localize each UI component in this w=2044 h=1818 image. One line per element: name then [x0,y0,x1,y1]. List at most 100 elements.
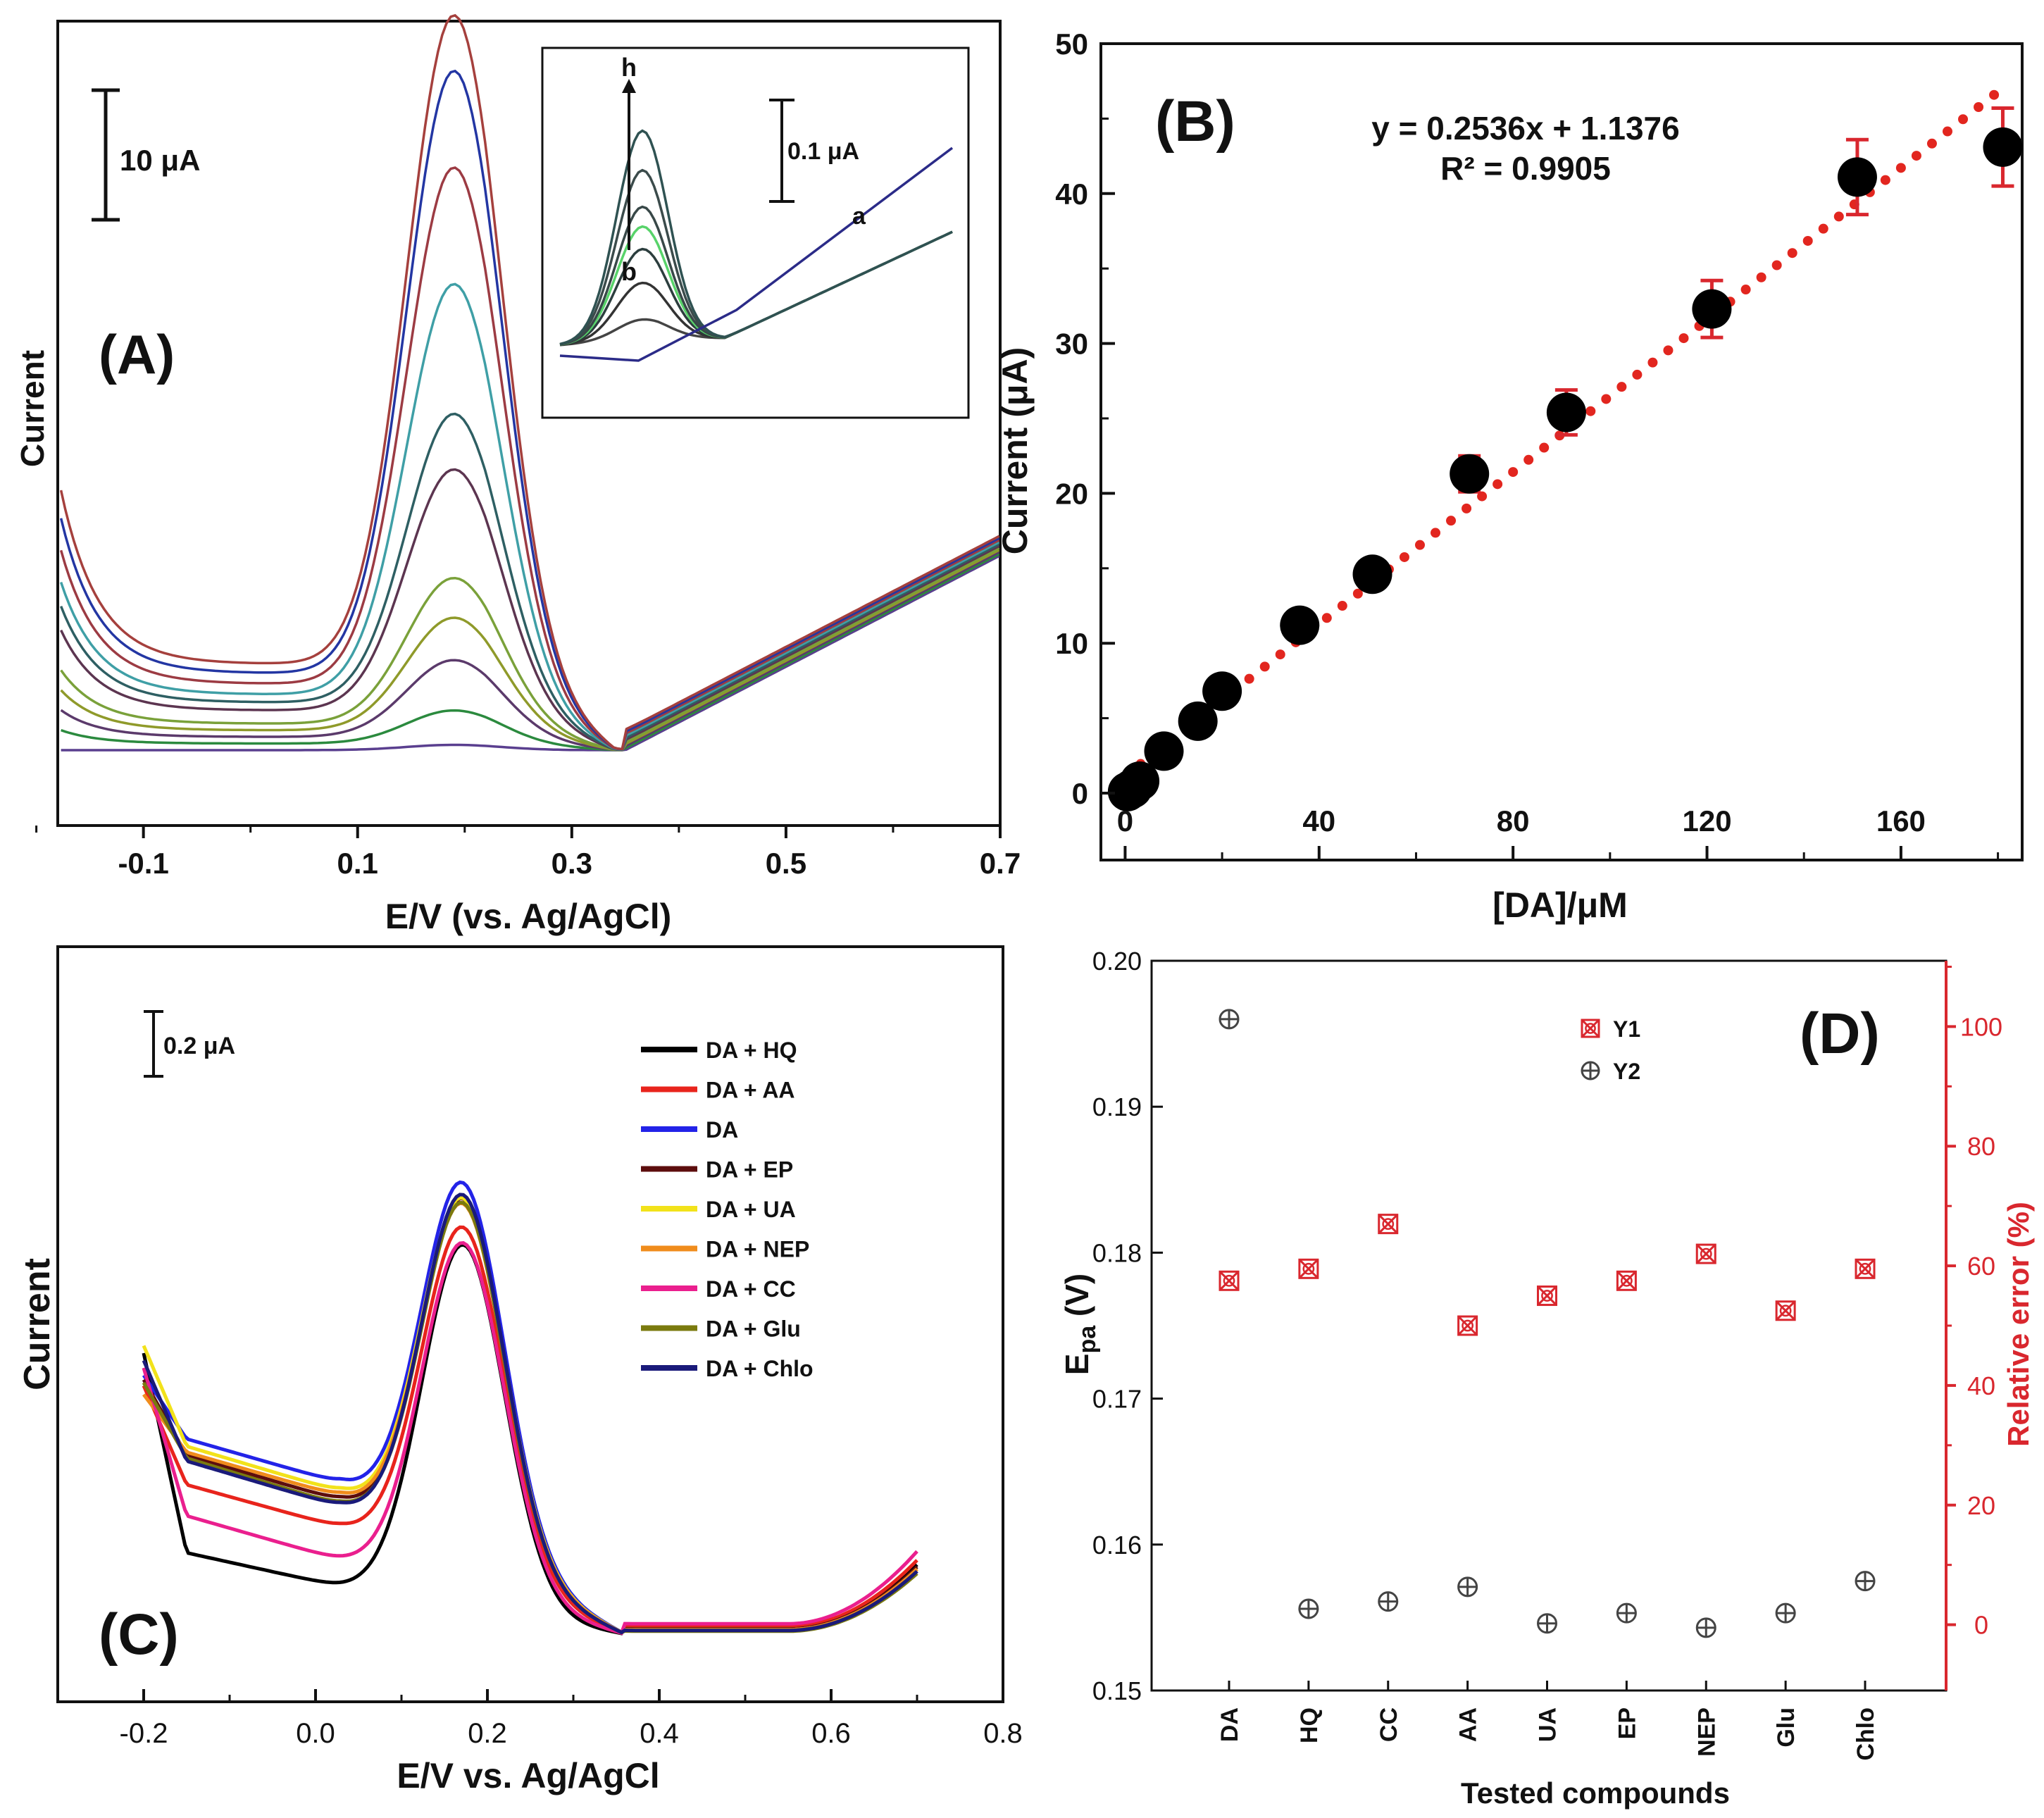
y1-marker-cross [1298,1259,1319,1279]
y1-marker-cross [1457,1315,1478,1336]
panel-c-frame [56,945,1004,1703]
panel-b-fit-dot [1539,442,1550,453]
panel-a-curve-d [60,549,1000,752]
panel-b-y-tick-label: 20 [1055,477,1088,510]
panel-d-x-tick-label: Chlo [1852,1707,1879,1761]
panel-d-legend-y1-label: Y1 [1613,1016,1640,1042]
panel-d-y1-point [1219,1270,1240,1291]
panel-a-curve-j [59,69,1000,751]
inset-scale-bar [769,99,794,203]
panel-b-x-label: [DA]/μM [1493,885,1628,925]
panel-d-legend-y2-label: Y2 [1613,1059,1640,1084]
y1-marker-cross [1616,1271,1637,1291]
panel-a-curve-g [59,412,1000,752]
panel-b-fit-dot [1352,588,1363,599]
panel-a-curves [59,13,1000,752]
panel-b-fit-dot [1678,333,1689,344]
panel-d-y1-point [1378,1214,1399,1235]
panel-b-fit-dot [1880,175,1890,185]
y1-marker-cross [1219,1271,1240,1291]
panel-d-y2-tick-label: 100 [1960,1012,2002,1041]
panel-b-x-tick-label: 120 [1682,804,1731,838]
panel-c-curves [142,1180,918,1636]
panel-c-x-ticks: -0.2 0.0 0.2 0.4 0.6 0.8 [120,1689,1023,1749]
panel-d-y-label-main: E [1059,1354,1095,1376]
panel-d-legend-y1-marker [1581,1019,1600,1038]
panel-d-x-tick-label: EP [1614,1707,1640,1739]
panel-b-fit-dot [1771,260,1782,270]
inset-curves [559,129,954,362]
panel-d-x-tick-label: AA [1455,1707,1482,1742]
panel-a-y-label: Current [14,350,51,467]
panel-c-legend-label: DA + Chlo [706,1356,814,1381]
y1-marker-ring [1462,1319,1474,1332]
panel-d-x-label: Tested compounds [1461,1776,1730,1810]
panel-b-fit-dot [1399,552,1409,562]
panel-a-curve-i [59,166,1000,751]
panel-c-scale-bar [144,1010,163,1078]
panel-b-fit-dot [1275,649,1285,660]
panel-d-y2-point [1298,1598,1319,1619]
y1-marker-box [1219,1270,1240,1291]
panel-d-x-tick-label: NEP [1693,1707,1720,1757]
panel-d-y1-point [1695,1243,1716,1264]
panel-b-fit-dot [1942,126,1952,137]
panel-d-x-tick-label: UA [1535,1707,1562,1742]
y1-marker-box [1616,1270,1637,1291]
panel-b-fit-dot [1911,151,1921,161]
panel-c-x-tick-label: 0.0 [296,1718,335,1749]
panel-b-fit-dot [1414,540,1425,550]
panel-a-x-ticks: -0.1 0.1 0.3 0.5 0.7 [35,826,1021,880]
panel-d-y-tick-label: 0.16 [1092,1531,1142,1559]
inset-curve-a [559,147,954,362]
panel-b-point [1546,392,1586,432]
panel-d-y2-tick-label: 60 [1967,1252,1995,1281]
panel-c-curve [142,1195,918,1635]
panel-b-x-tick-label: 40 [1302,804,1335,838]
panel-a-curve-h [59,282,1000,751]
panel-a-x-tick-label: 0.5 [766,847,806,880]
panel-d-y-tick-label: 0.17 [1092,1385,1142,1414]
panel-b-point [1202,671,1242,711]
panel-c-x-tick-label: 0.6 [811,1718,851,1749]
y1-marker-ring [1541,1290,1553,1302]
panel-b-fit-dot [1756,272,1766,282]
panel-b-x-ticks: 0 40 80 120 160 [1117,804,2000,860]
panel-d-y1-point [1457,1315,1478,1336]
panel-c-legend-label: DA + Glu [706,1316,801,1342]
panel-b-points [1107,106,2023,811]
y1-marker-box [1298,1258,1319,1279]
y1-marker-ring [1620,1274,1633,1287]
panel-b-fit-dot [1926,138,1937,149]
panel-d-y2-tick-label: 80 [1967,1132,1995,1161]
panel-b-frame [1099,42,2024,861]
panel-b-fit-dot [1477,491,1488,502]
panel-b-y-tick-label: 40 [1055,178,1088,211]
panel-d-y2-tick-label: 0 [1974,1611,1988,1640]
panel-d-y1-point [1616,1270,1637,1291]
panel-a-curve-b [61,553,1000,752]
inset-frame [541,46,970,419]
panel-b-fit-dot [1508,467,1519,478]
panel-a-curve-f [60,468,1000,752]
panel-d-x-tick-label: DA [1216,1707,1243,1742]
panel-c-curve [142,1241,918,1636]
panel-a-curve-a [61,554,1000,752]
panel-d-y2-point [1775,1602,1796,1624]
panel-c-curve [142,1193,918,1635]
panel-b-x-tick-label: 80 [1497,804,1530,838]
panel-d-y1-point [1537,1285,1557,1307]
panel-b-y-label: Current (μA) [995,347,1035,554]
panel-b-fit-dot [1895,163,1906,173]
panel-d-legend-y2-marker [1581,1061,1600,1081]
panel-a-x-tick-label: -0.1 [118,847,168,880]
panel-d-y-tick-label: 0.15 [1092,1676,1142,1705]
panel-b-fit-dot [1431,528,1441,538]
panel-b-fit-dot [1601,394,1612,404]
y1-marker-ring [1700,1247,1712,1260]
inset-arrow-top-label: h [621,53,637,82]
inset-curve-h [559,129,953,346]
panel-d-y2-point [1695,1617,1716,1638]
panel-d-y-tick-label: 0.20 [1092,947,1142,976]
